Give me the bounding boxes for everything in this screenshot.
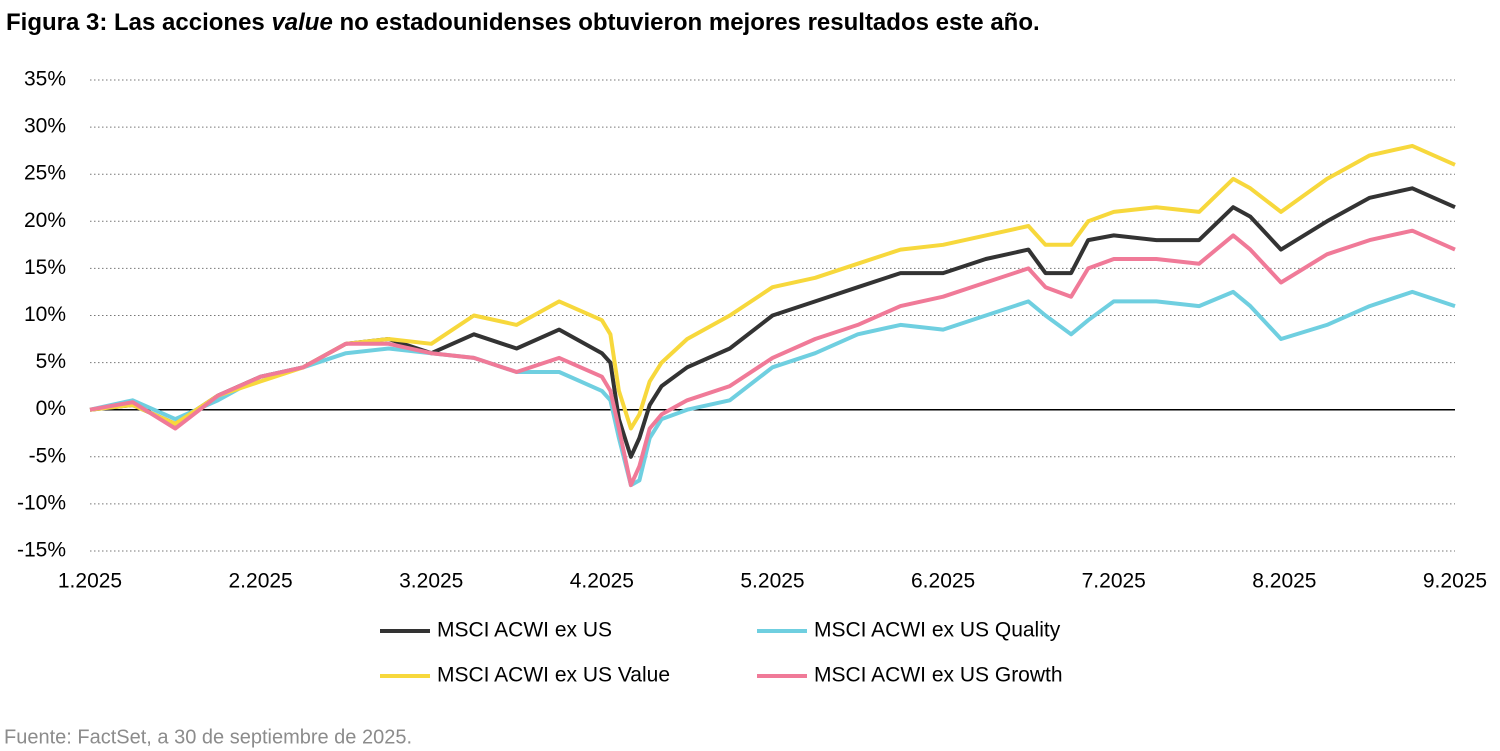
x-tick-label: 3.2025 — [399, 570, 463, 593]
y-tick-label: 0% — [36, 397, 66, 420]
y-tick-label: 25% — [24, 162, 66, 185]
x-tick-label: 5.2025 — [740, 570, 804, 593]
series-line — [89, 228, 1456, 488]
y-tick-label: -10% — [17, 491, 66, 514]
y-tick-label: 10% — [24, 303, 66, 326]
legend-label: MSCI ACWI ex US Growth — [814, 664, 1063, 687]
x-tick-label: 9.2025 — [1423, 570, 1487, 593]
legend-label: MSCI ACWI ex US Quality — [814, 619, 1061, 642]
title-part: value — [271, 9, 332, 36]
series-line — [89, 143, 1456, 431]
legend-label: MSCI ACWI ex US Value — [437, 664, 670, 687]
y-tick-label: -15% — [17, 539, 66, 562]
series-line — [89, 186, 1456, 459]
title-part: no estadounidenses obtuvieron mejores re… — [333, 9, 1040, 36]
series-line — [89, 289, 1456, 488]
x-tick-label: 1.2025 — [58, 570, 122, 593]
title-part: Figura 3: Las acciones — [6, 9, 271, 36]
y-tick-label: 15% — [24, 256, 66, 279]
y-tick-label: -5% — [29, 444, 66, 467]
y-tick-label: 20% — [24, 209, 66, 232]
x-tick-label: 2.2025 — [229, 570, 293, 593]
source-note: Fuente: FactSet, a 30 de septiembre de 2… — [4, 726, 412, 748]
legend-label: MSCI ACWI ex US — [437, 619, 612, 642]
x-tick-label: 4.2025 — [570, 570, 634, 593]
y-tick-label: 35% — [24, 68, 66, 91]
x-tick-label: 7.2025 — [1082, 570, 1146, 593]
x-tick-label: 6.2025 — [911, 570, 975, 593]
y-tick-label: 5% — [36, 350, 66, 373]
chart-title: Figura 3: Las acciones value no estadoun… — [6, 9, 1040, 36]
y-tick-label: 30% — [24, 115, 66, 138]
x-tick-label: 8.2025 — [1252, 570, 1316, 593]
